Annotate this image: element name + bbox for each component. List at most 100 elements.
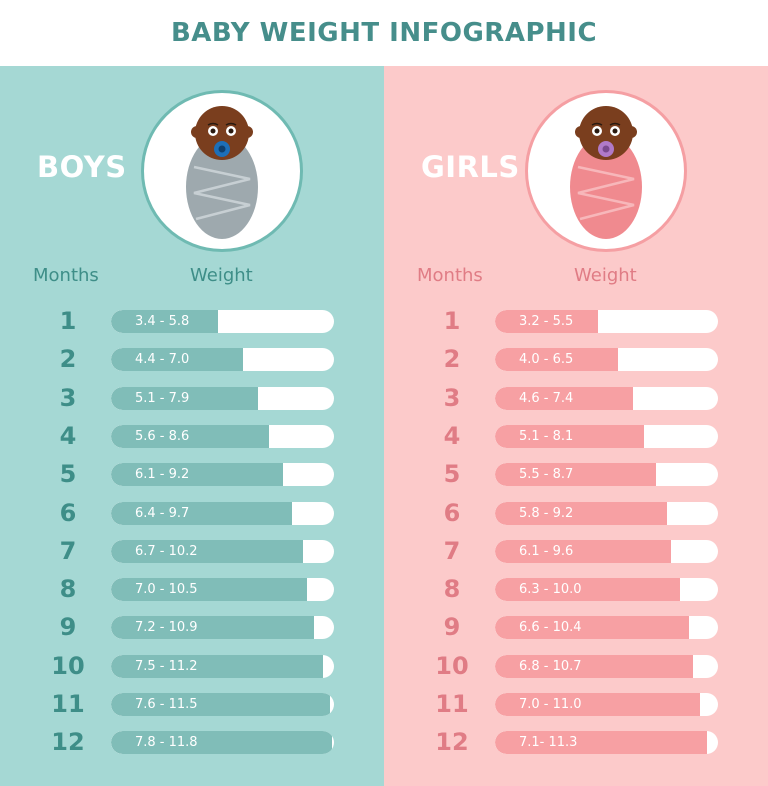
girls-bar-track: 7.0 - 11.0 <box>495 693 718 716</box>
boys-row: 3 5.1 - 7.9 <box>0 383 384 412</box>
girls-bar-track: 4.0 - 6.5 <box>495 348 718 372</box>
girls-bar-value-label: 5.5 - 8.7 <box>519 467 574 483</box>
boys-row: 5 6.1 - 9.2 <box>0 460 384 489</box>
boys-month-label: 7 <box>59 536 77 565</box>
girls-bar <box>495 424 644 448</box>
boys-bar-track: 3.4 - 5.8 <box>111 310 334 333</box>
boys-bar-track: 7.8 - 11.8 <box>111 731 334 755</box>
girls-bar <box>495 310 598 333</box>
girls-bar <box>495 578 680 602</box>
boys-bar-track: 6.7 - 10.2 <box>111 539 334 563</box>
header: BABY WEIGHT INFOGRAPHIC <box>0 0 768 66</box>
girls-bar-value-label: 6.3 - 10.0 <box>519 582 582 598</box>
girls-weight-header: Weight <box>574 265 637 286</box>
girls-bar-value-label: 7.1- 11.3 <box>519 735 578 751</box>
boys-month-label: 12 <box>51 728 85 757</box>
boys-bar <box>111 501 292 525</box>
boys-bar <box>111 424 269 448</box>
boys-bar <box>111 578 307 602</box>
boys-bar-track: 6.1 - 9.2 <box>111 463 334 487</box>
girls-bar-track: 6.3 - 10.0 <box>495 578 718 602</box>
girls-month-label: 3 <box>443 383 461 412</box>
girls-bar <box>495 654 693 678</box>
boys-bar-track: 7.0 - 10.5 <box>111 578 334 602</box>
girls-badge <box>525 90 687 252</box>
girls-row: 11 7.0 - 11.0 <box>384 690 768 718</box>
girls-row: 10 6.8 - 10.7 <box>384 651 768 680</box>
girls-month-label: 8 <box>443 575 461 604</box>
boys-bar-track: 5.1 - 7.9 <box>111 386 334 410</box>
girls-bar <box>495 463 656 487</box>
girls-bar <box>495 693 700 716</box>
girls-months-header: Months <box>417 265 483 286</box>
boys-row: 10 7.5 - 11.2 <box>0 651 384 680</box>
boys-month-label: 3 <box>59 383 77 412</box>
boys-bar <box>111 693 330 716</box>
boys-row: 4 5.6 - 8.6 <box>0 421 384 450</box>
boys-month-label: 9 <box>59 613 77 642</box>
girls-row: 5 5.5 - 8.7 <box>384 460 768 489</box>
boys-bar <box>111 463 283 487</box>
girls-bar-track: 3.2 - 5.5 <box>495 310 718 333</box>
girls-row: 12 7.1- 11.3 <box>384 728 768 757</box>
boys-month-label: 8 <box>59 575 77 604</box>
girls-month-label: 5 <box>443 460 461 489</box>
girls-month-label: 10 <box>435 651 469 680</box>
boys-row: 9 7.2 - 10.9 <box>0 613 384 642</box>
boys-bar <box>111 539 303 563</box>
girls-bar <box>495 348 618 372</box>
girls-month-label: 11 <box>435 690 469 718</box>
girls-month-label: 1 <box>443 307 461 335</box>
girls-bar-value-label: 6.8 - 10.7 <box>519 658 582 674</box>
boys-month-label: 1 <box>59 307 77 335</box>
girls-month-label: 4 <box>443 421 461 450</box>
girls-month-label: 12 <box>435 728 469 757</box>
girls-bar-track: 6.8 - 10.7 <box>495 654 718 678</box>
girls-bar <box>495 501 667 525</box>
girls-row: 1 3.2 - 5.5 <box>384 307 768 335</box>
boys-bar-value-label: 6.1 - 9.2 <box>135 467 190 483</box>
girls-panel: GIRLS Months Weight 1 3.2 - 5.5 2 4.0 - 6.5… <box>384 66 768 786</box>
girls-row: 2 4.0 - 6.5 <box>384 345 768 373</box>
boys-month-label: 10 <box>51 651 85 680</box>
girls-bar-track: 6.6 - 10.4 <box>495 616 718 640</box>
boys-row: 2 4.4 - 7.0 <box>0 345 384 374</box>
boys-bar <box>111 310 218 333</box>
boys-row: 6 6.4 - 9.7 <box>0 499 384 527</box>
swaddled-baby-girl-icon <box>570 106 642 239</box>
girls-bar-track: 5.8 - 9.2 <box>495 501 718 525</box>
girls-bar-track: 6.1 - 9.6 <box>495 539 718 563</box>
girls-bar <box>495 539 671 563</box>
boys-month-label: 11 <box>51 690 85 718</box>
boys-row: 1 3.4 - 5.8 <box>0 307 384 335</box>
boys-month-label: 5 <box>59 460 77 489</box>
girls-bar-track: 7.1- 11.3 <box>495 731 718 755</box>
girls-bar-track: 5.5 - 8.7 <box>495 463 718 487</box>
girls-bar <box>495 731 707 755</box>
boys-bar-value-label: 7.8 - 11.8 <box>135 735 198 751</box>
boys-bar-value-label: 3.4 - 5.8 <box>135 314 190 329</box>
boys-bar-track: 7.6 - 11.5 <box>111 693 334 716</box>
boys-badge <box>141 90 303 252</box>
boys-bar-value-label: 7.0 - 10.5 <box>135 582 198 598</box>
boys-panel: BOYS Months Weight 1 3.4 - 5.8 2 4.4 - 7.0 3… <box>0 66 384 786</box>
girls-row: 9 6.6 - 10.4 <box>384 613 768 642</box>
girls-bar <box>495 616 689 640</box>
boys-bar <box>111 348 243 372</box>
boys-month-label: 2 <box>59 345 77 374</box>
boys-bar-track: 7.2 - 10.9 <box>111 616 334 640</box>
page-title: BABY WEIGHT INFOGRAPHIC <box>170 18 598 48</box>
boys-row: 7 6.7 - 10.2 <box>0 536 384 565</box>
girls-heading: GIRLS <box>421 150 520 184</box>
girls-month-label: 9 <box>443 613 461 642</box>
boys-month-label: 4 <box>59 421 77 450</box>
swaddled-baby-boy-icon <box>186 106 258 239</box>
boys-row: 11 7.6 - 11.5 <box>0 690 384 718</box>
girls-bar-value-label: 4.6 - 7.4 <box>519 390 574 406</box>
boys-row: 8 7.0 - 10.5 <box>0 575 384 604</box>
girls-row: 6 5.8 - 9.2 <box>384 498 768 527</box>
boys-bar-track: 5.6 - 8.6 <box>111 424 334 448</box>
girls-row: 7 6.1 - 9.6 <box>384 537 768 565</box>
girls-month-label: 6 <box>443 498 461 527</box>
boys-bar-value-label: 5.1 - 7.9 <box>135 390 190 406</box>
